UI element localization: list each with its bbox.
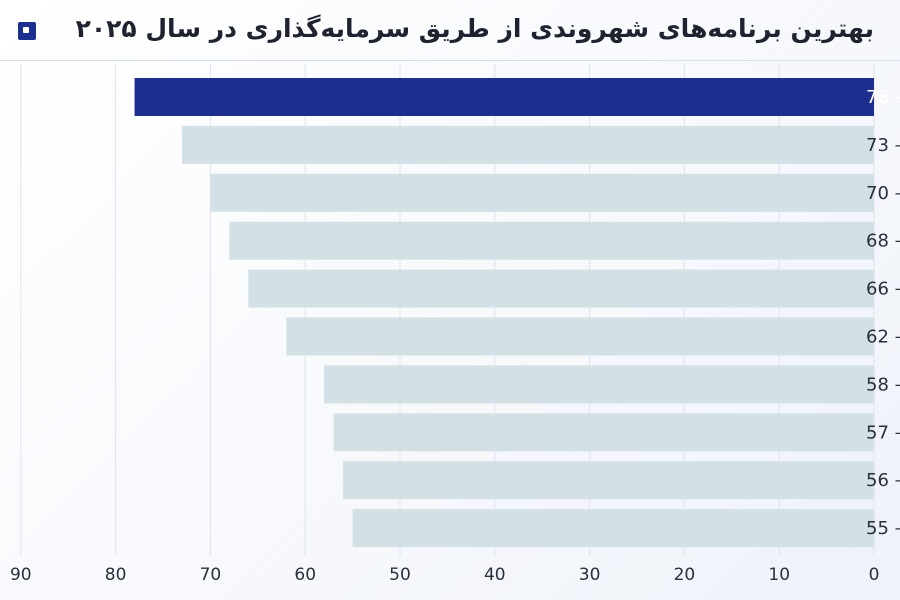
bar	[248, 269, 874, 308]
bar-label: دومینیکا — 73	[866, 135, 900, 156]
x-tick-label: 0	[869, 565, 880, 585]
x-tick-label: 80	[105, 565, 127, 585]
brand-badge-icon	[18, 22, 36, 40]
bar-labels: سنت کیتس و نویس — 78 دومینیکا — 73 گرانادا…	[866, 87, 900, 539]
bar-label: نائورو — 62	[866, 327, 900, 348]
x-tick-label: 70	[200, 565, 222, 585]
bar-label: وانواتو — 58	[866, 374, 900, 395]
x-tick-label: 20	[674, 565, 696, 585]
x-tick-label: 50	[389, 565, 411, 585]
bar-label: ترکیه — 56	[866, 470, 900, 491]
bar-label: سنت لوسیا — 68	[866, 231, 900, 252]
bar	[352, 509, 875, 548]
bar	[286, 317, 874, 356]
x-axis-ticks: 0 10 20 30 40 50 60 70 80 90	[10, 565, 879, 585]
x-tick-label: 90	[10, 565, 32, 585]
header-divider	[0, 60, 900, 61]
bar-label: سنت کیتس و نویس — 78	[866, 87, 900, 108]
bar	[229, 221, 875, 260]
x-tick-label: 10	[768, 565, 790, 585]
bar-highlighted	[134, 78, 874, 116]
bar	[210, 173, 874, 212]
bar-label: سائو تومه و پرنسیپه — 55	[866, 518, 900, 539]
bars	[134, 78, 875, 548]
x-tick-label: 60	[294, 565, 316, 585]
bar	[324, 365, 874, 404]
bar-label: آنتیگوا و باربودا — 66	[866, 277, 900, 300]
x-tick-label: 30	[579, 565, 601, 585]
bar	[343, 461, 874, 500]
bar-label: مالطا — 57	[866, 422, 900, 443]
x-tick-label: 40	[484, 565, 506, 585]
bar-label: گرانادا — 70	[866, 182, 900, 204]
bar	[181, 125, 874, 164]
bar	[333, 413, 874, 452]
chart-title: بهترین برنامه‌های شهروندی از طریق سرمایه…	[75, 14, 874, 43]
